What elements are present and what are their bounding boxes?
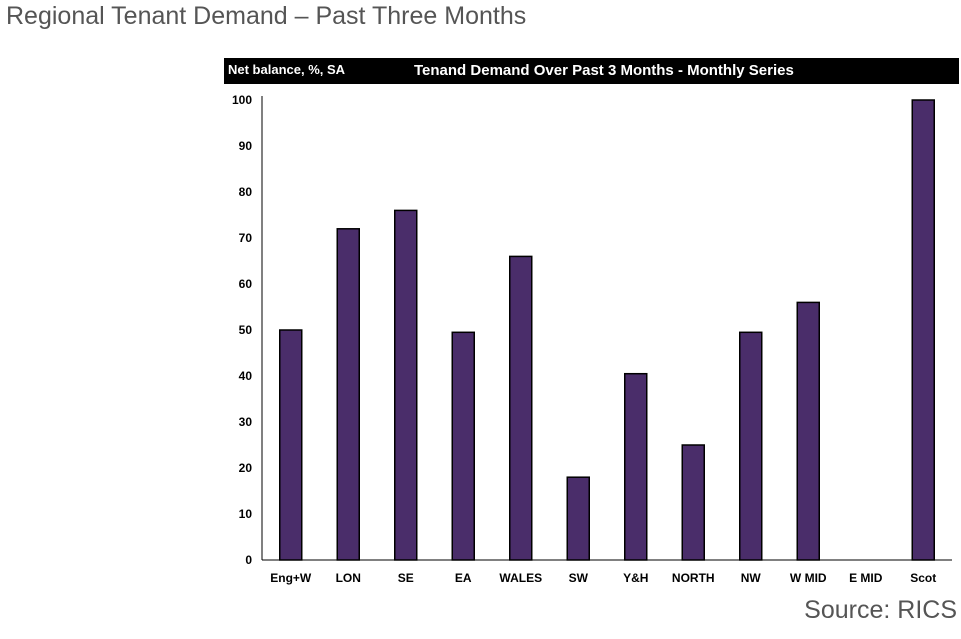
- y-tick-label: 0: [245, 553, 252, 567]
- x-tick-label: LON: [336, 571, 361, 585]
- chart-header-bar: Net balance, %, SA Tenand Demand Over Pa…: [224, 58, 959, 84]
- x-tick-label: SE: [398, 571, 414, 585]
- x-tick-label: EA: [455, 571, 472, 585]
- y-tick-label: 10: [239, 507, 253, 521]
- x-tick-label: WALES: [499, 571, 542, 585]
- x-tick-label: Scot: [910, 571, 936, 585]
- x-tick-labels: Eng+W LON SE EA WALES SW Y&H NORTH NW W MID E MID S…: [270, 571, 936, 585]
- y-tick-label: 30: [239, 415, 253, 429]
- bar: [911, 99, 935, 561]
- y-axis-unit-label: Net balance, %, SA: [228, 62, 346, 77]
- x-tick-label: Y&H: [623, 571, 648, 585]
- bar: [796, 301, 820, 561]
- x-tick-label: NORTH: [672, 571, 715, 585]
- bar: [451, 331, 475, 561]
- bar: [739, 331, 763, 561]
- x-tick-label: Eng+W: [270, 571, 312, 585]
- x-tick-label: NW: [741, 571, 762, 585]
- x-tick-label: W MID: [790, 571, 827, 585]
- bar: [509, 255, 533, 561]
- page-title: Regional Tenant Demand – Past Three Mont…: [6, 2, 527, 30]
- chart-title: Tenand Demand Over Past 3 Months - Month…: [414, 62, 794, 79]
- y-tick-label: 100: [232, 93, 252, 107]
- y-tick-label: 70: [239, 231, 253, 245]
- bar: [681, 444, 705, 561]
- bar: [279, 329, 303, 561]
- bar-chart: 0 10 20 30 40 50 60 70 80 90 100 Eng+W LON SE EA WALES…: [232, 93, 952, 585]
- bar: [566, 476, 590, 561]
- x-tick-label: SW: [569, 571, 589, 585]
- y-tick-label: 90: [239, 139, 253, 153]
- x-tick-label: E MID: [849, 571, 883, 585]
- y-tick-labels: 0 10 20 30 40 50 60 70 80 90 100: [232, 93, 252, 567]
- bars: [279, 99, 935, 561]
- bar: [336, 228, 360, 561]
- axes: [261, 96, 952, 561]
- y-tick-label: 40: [239, 369, 253, 383]
- bar: [624, 372, 648, 561]
- bar: [394, 209, 418, 561]
- y-tick-label: 80: [239, 185, 253, 199]
- y-tick-label: 50: [239, 323, 253, 337]
- source-note: Source: RICS: [804, 596, 957, 624]
- y-tick-label: 20: [239, 461, 253, 475]
- y-tick-label: 60: [239, 277, 253, 291]
